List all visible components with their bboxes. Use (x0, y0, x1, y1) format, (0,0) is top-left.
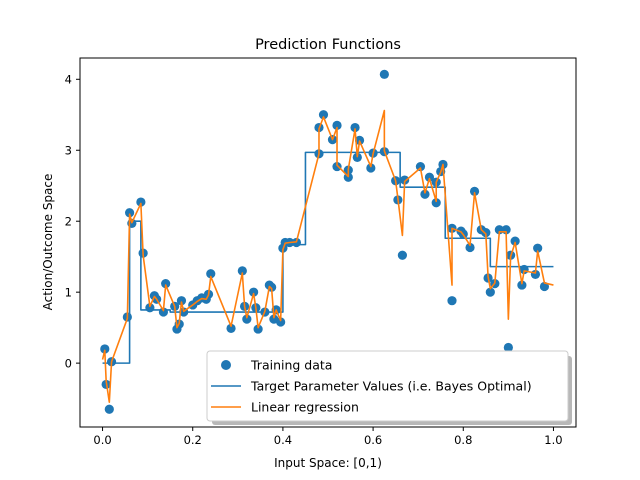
y-tick-label: 0 (65, 356, 72, 370)
y-tick-label: 1 (65, 285, 72, 299)
training-data-point (424, 172, 435, 182)
chart-title: Prediction Functions (255, 37, 401, 53)
legend-label-training-data: Training data (250, 358, 332, 373)
plot-layer (100, 69, 554, 414)
training-data-point (420, 189, 430, 199)
plot-frame (79, 57, 577, 428)
training-data-point (318, 110, 329, 120)
training-data-point (469, 186, 480, 197)
x-tick-label: 0.4 (274, 433, 292, 447)
y-tick-label: 4 (65, 72, 72, 86)
y-tick-label: 3 (65, 143, 72, 157)
training-data-point (400, 175, 410, 185)
legend: Training data Target Parameter Values (i… (206, 350, 572, 425)
legend-box (206, 350, 569, 422)
training-data-point (503, 342, 513, 353)
training-data-point (533, 243, 543, 253)
training-data-point (517, 280, 527, 290)
x-tick-label: 0.8 (454, 433, 472, 447)
training-data-point (253, 324, 263, 334)
training-data-point (481, 227, 491, 238)
training-data-point (332, 161, 342, 172)
linear-regression-line (101, 109, 554, 403)
training-data-point (465, 242, 475, 253)
x-axis-label: Input Space: [0,1) (274, 456, 382, 470)
training-data-point (350, 122, 360, 133)
y-axis-label: Action/Outcome Space (41, 174, 55, 311)
x-tick-label: 0.2 (184, 433, 202, 447)
training-data-point (237, 266, 247, 276)
training-data-point (397, 250, 407, 260)
training-data-point (510, 236, 520, 246)
y-tick-label: 2 (65, 214, 72, 228)
x-tick-label: 0.6 (364, 433, 382, 447)
legend-label-target-parameter: Target Parameter Values (i.e. Bayes Opti… (250, 379, 532, 394)
training-data-point (431, 198, 441, 208)
training-data-point (485, 287, 495, 297)
training-data-point (379, 69, 389, 79)
training-data-point (332, 120, 342, 131)
training-data-point (125, 208, 135, 218)
training-data-point (100, 344, 110, 354)
legend-label-linear-regression: Linear regression (251, 400, 359, 415)
training-data-point (242, 314, 252, 324)
training-data-point (161, 279, 171, 289)
training-data-point (226, 323, 236, 333)
legend-marker-training-data (221, 360, 231, 370)
training-data-point (447, 296, 457, 306)
axes-layer: 0.0 0.2 0.4 0.6 0.8 1.0 0 1 2 3 4 (65, 72, 563, 447)
training-data-point (136, 197, 146, 207)
training-data-point (276, 317, 286, 327)
training-data-point (206, 269, 216, 279)
training-data-point (176, 296, 187, 306)
x-tick-label: 1.0 (544, 433, 562, 447)
training-data-point (415, 161, 426, 172)
training-data-point (104, 404, 114, 414)
x-tick-label: 0.0 (93, 433, 111, 447)
training-data-point (249, 287, 259, 297)
training-data-point (366, 163, 376, 173)
